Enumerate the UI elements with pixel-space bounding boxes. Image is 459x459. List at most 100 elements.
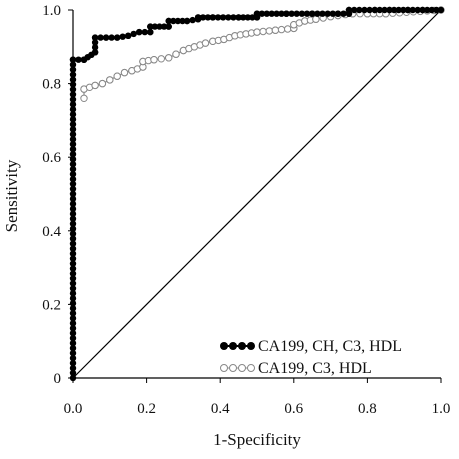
data-point bbox=[69, 260, 77, 267]
data-point bbox=[106, 76, 114, 84]
data-point bbox=[69, 210, 77, 218]
data-point bbox=[174, 17, 182, 25]
data-point bbox=[91, 81, 99, 90]
data-point bbox=[114, 34, 121, 41]
data-point bbox=[69, 76, 77, 83]
data-point bbox=[351, 6, 358, 14]
data-point bbox=[271, 26, 280, 34]
data-point bbox=[69, 200, 77, 208]
data-point bbox=[244, 14, 251, 21]
data-point bbox=[414, 6, 421, 14]
data-point bbox=[273, 10, 280, 17]
data-point bbox=[165, 23, 172, 30]
data-point bbox=[69, 295, 77, 302]
data-point bbox=[189, 16, 196, 24]
data-point bbox=[409, 6, 416, 14]
data-point bbox=[69, 170, 77, 178]
data-point bbox=[120, 68, 129, 77]
ticks-layer: 0.0 0.2 0.4 0.6 0.8 1.0 0 0.2 0.4 0.6 0.8 1.0 bbox=[42, 3, 450, 417]
data-point bbox=[151, 23, 159, 30]
data-point bbox=[69, 349, 77, 357]
data-point bbox=[119, 33, 126, 40]
data-point bbox=[113, 72, 121, 80]
data-point bbox=[277, 25, 286, 34]
data-point bbox=[225, 14, 232, 21]
data-point bbox=[69, 305, 77, 312]
x-tick-label: 0.0 bbox=[64, 401, 83, 417]
data-point bbox=[386, 6, 393, 14]
data-point bbox=[150, 56, 158, 64]
reference-diagonal-line bbox=[72, 9, 442, 379]
y-tick-label: 1.0 bbox=[42, 3, 61, 19]
data-point bbox=[69, 280, 77, 287]
data-point bbox=[69, 364, 77, 372]
data-point bbox=[69, 265, 77, 272]
data-point bbox=[179, 17, 186, 25]
data-point bbox=[69, 315, 77, 322]
legend-marker bbox=[238, 364, 246, 372]
data-point bbox=[424, 6, 431, 14]
data-point bbox=[98, 79, 107, 88]
data-point bbox=[69, 111, 77, 118]
data-point bbox=[201, 39, 210, 47]
data-point bbox=[69, 310, 77, 317]
data-point bbox=[437, 6, 445, 14]
data-point bbox=[160, 23, 168, 30]
legend-marker bbox=[247, 342, 255, 350]
data-point bbox=[69, 325, 77, 332]
data-point bbox=[293, 10, 300, 17]
data-point bbox=[69, 340, 77, 347]
data-point bbox=[69, 220, 77, 227]
data-point bbox=[258, 10, 266, 17]
data-point bbox=[288, 10, 295, 17]
data-point bbox=[69, 230, 77, 237]
data-point bbox=[147, 23, 154, 30]
data-point bbox=[284, 25, 292, 33]
data-point bbox=[69, 165, 77, 173]
data-point bbox=[433, 6, 440, 14]
data-point bbox=[97, 34, 104, 41]
data-point bbox=[69, 81, 77, 88]
data-point bbox=[183, 17, 191, 25]
data-point bbox=[69, 195, 77, 203]
x-tick-label: 0.2 bbox=[137, 401, 156, 417]
series-2 bbox=[80, 6, 445, 103]
data-point bbox=[235, 14, 242, 21]
data-point bbox=[324, 10, 331, 17]
data-point bbox=[91, 39, 99, 46]
data-point bbox=[69, 185, 77, 193]
data-point bbox=[170, 17, 177, 25]
data-point bbox=[165, 54, 173, 62]
data-point bbox=[253, 10, 261, 17]
data-point bbox=[209, 14, 216, 21]
data-point bbox=[69, 146, 77, 153]
data-point bbox=[69, 71, 77, 78]
data-point bbox=[366, 6, 373, 14]
data-point bbox=[91, 49, 99, 56]
data-point bbox=[69, 56, 77, 63]
data-point bbox=[69, 141, 77, 148]
data-point bbox=[165, 17, 172, 25]
x-tick-label: 0.8 bbox=[358, 401, 377, 417]
data-point bbox=[199, 14, 207, 21]
data-point bbox=[141, 28, 148, 36]
data-point bbox=[69, 330, 77, 337]
data-point bbox=[376, 6, 383, 14]
y-tick-label: 0.8 bbox=[42, 77, 61, 93]
data-point bbox=[69, 91, 77, 98]
data-point bbox=[69, 270, 77, 277]
data-point bbox=[249, 14, 256, 21]
data-point bbox=[400, 6, 407, 14]
data-point bbox=[69, 245, 77, 252]
data-point bbox=[69, 275, 77, 282]
data-point bbox=[69, 116, 77, 123]
data-point bbox=[219, 14, 227, 21]
data-point bbox=[69, 290, 77, 297]
data-point bbox=[283, 10, 290, 17]
data-point bbox=[75, 56, 82, 63]
x-tick-label: 0.6 bbox=[284, 401, 303, 417]
reference-line-layer bbox=[72, 9, 442, 379]
data-point bbox=[147, 28, 154, 36]
data-point bbox=[69, 250, 77, 257]
